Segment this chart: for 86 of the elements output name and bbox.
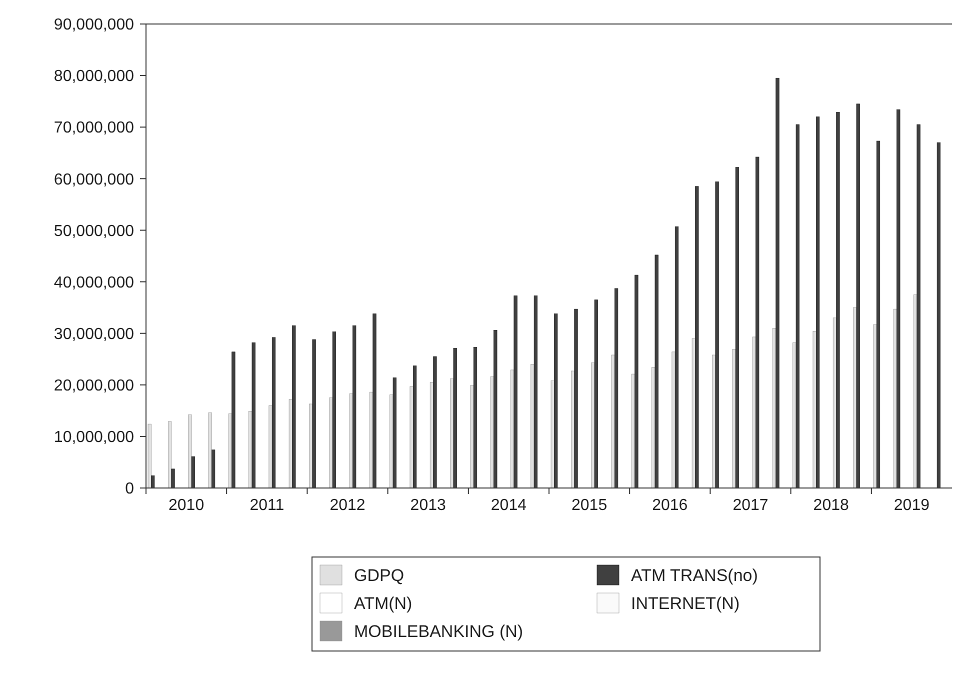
x-tick-label: 2013 xyxy=(410,497,446,514)
y-tick-label: 0 xyxy=(125,480,134,498)
legend-label: ATM(N) xyxy=(354,594,412,613)
bar xyxy=(856,104,860,488)
bar xyxy=(893,308,897,488)
bar xyxy=(514,296,518,488)
bar xyxy=(674,226,679,488)
bar xyxy=(188,414,192,488)
x-tick-label: 2012 xyxy=(330,497,366,514)
legend-label: MOBILEBANKING (N) xyxy=(354,622,524,641)
y-tick-label: 20,000,000 xyxy=(54,377,134,394)
bar xyxy=(470,385,474,488)
bar xyxy=(876,140,880,488)
bar xyxy=(352,325,356,488)
y-tick-label: 90,000,000 xyxy=(54,16,134,34)
bar xyxy=(410,386,414,488)
bar xyxy=(151,475,155,488)
bar xyxy=(654,254,658,488)
bar xyxy=(735,167,740,488)
y-tick-label: 30,000,000 xyxy=(54,326,134,343)
bar xyxy=(168,421,172,488)
x-tick-label: 2018 xyxy=(813,497,849,514)
bar xyxy=(816,116,820,488)
bar xyxy=(292,325,296,488)
bar xyxy=(372,314,376,488)
bar xyxy=(873,324,877,488)
bar xyxy=(692,338,696,488)
bar xyxy=(611,354,615,488)
legend-label: INTERNET(N) xyxy=(631,594,740,613)
bar xyxy=(550,380,554,488)
bar xyxy=(836,112,840,488)
bar xyxy=(349,393,353,488)
bar xyxy=(332,332,336,488)
y-tick-label: 80,000,000 xyxy=(54,68,134,86)
bar xyxy=(634,274,638,488)
x-tick-label: 2010 xyxy=(168,497,204,514)
bar xyxy=(494,330,498,488)
x-tick-label: 2016 xyxy=(652,497,688,514)
bar xyxy=(554,314,558,488)
legend-label: ATM TRANS(no) xyxy=(631,566,758,585)
bar xyxy=(453,348,457,488)
x-tick-label: 2011 xyxy=(250,497,284,514)
x-tick-label: 2019 xyxy=(894,497,930,514)
bar xyxy=(473,347,478,488)
bar xyxy=(896,109,900,488)
legend-label: GDPQ xyxy=(354,566,404,585)
bar xyxy=(732,349,736,488)
bar xyxy=(936,142,941,488)
bar xyxy=(232,352,236,488)
bar xyxy=(796,124,800,488)
y-tick-label: 10,000,000 xyxy=(54,429,134,446)
x-tick-label: 2014 xyxy=(490,497,527,514)
x-tick-label: 2015 xyxy=(572,497,608,514)
bar xyxy=(288,399,292,488)
bar xyxy=(614,288,618,488)
bar xyxy=(756,156,760,488)
bar xyxy=(695,186,699,488)
bar xyxy=(312,339,316,488)
bar xyxy=(392,377,396,488)
bar xyxy=(672,352,676,488)
bar xyxy=(171,468,175,488)
bar xyxy=(812,331,816,488)
bar xyxy=(776,78,780,488)
bar xyxy=(148,424,152,488)
bar xyxy=(329,398,333,488)
y-tick-label: 60,000,000 xyxy=(54,171,134,188)
y-tick-label: 70,000,000 xyxy=(54,120,134,137)
y-tick-label: 40,000,000 xyxy=(54,274,134,292)
bar xyxy=(916,124,920,488)
bar xyxy=(715,182,719,488)
bar xyxy=(252,342,256,488)
bar xyxy=(268,405,272,488)
bar xyxy=(211,450,216,488)
bar xyxy=(534,296,538,488)
bar xyxy=(490,376,494,488)
bar xyxy=(208,412,212,488)
bar xyxy=(574,308,578,488)
bar xyxy=(530,364,534,488)
bar xyxy=(752,336,756,488)
bar xyxy=(594,300,598,488)
bar xyxy=(412,366,417,488)
bar xyxy=(191,456,195,488)
y-tick-label: 50,000,000 xyxy=(54,222,134,240)
x-tick-label: 2017 xyxy=(732,497,768,514)
bar xyxy=(272,337,276,488)
bar xyxy=(433,356,437,488)
